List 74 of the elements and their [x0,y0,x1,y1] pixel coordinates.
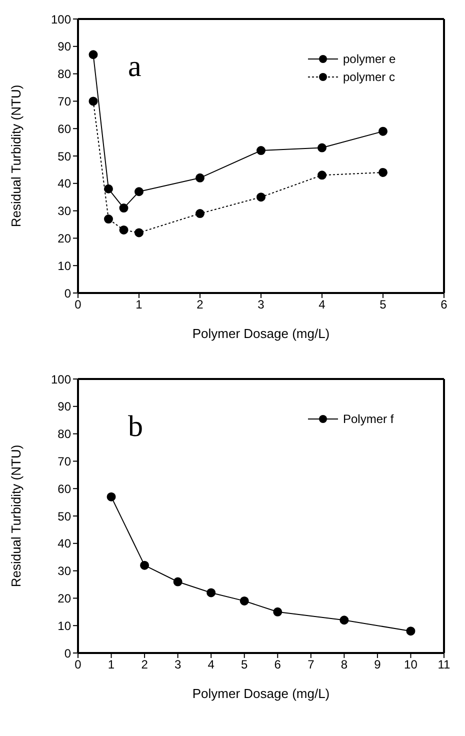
y-tick-label: 10 [58,258,72,273]
point [173,577,182,586]
y-tick-label: 20 [58,591,72,606]
legend-label: polymer e [343,52,396,66]
x-axis-title: Polymer Dosage (mg/L) [192,686,330,701]
y-tick-label: 70 [58,454,72,468]
legend-label: Polymer f [343,412,394,426]
point [318,143,326,152]
point [134,228,144,238]
y-tick-label: 80 [58,67,72,82]
point [119,225,128,234]
y-tick-label: 100 [50,372,72,386]
point [119,204,128,213]
x-tick-label: 5 [380,298,387,312]
y-tick-label: 90 [58,40,72,54]
point [88,50,98,60]
point [140,560,150,570]
y-tick-label: 20 [58,231,72,246]
point [318,170,326,180]
point [196,173,204,182]
x-tick-label: 3 [174,658,182,672]
point [256,146,266,156]
y-tick-label: 70 [58,94,72,108]
y-tick-label: 10 [58,618,72,633]
x-tick-label: 0 [74,298,82,312]
x-tick-label: 4 [208,658,215,672]
y-tick-label: 40 [58,536,72,551]
point [406,626,416,636]
x-tick-label: 6 [440,298,448,312]
point [273,607,282,616]
point [240,596,249,606]
y-axis-title: Residual Turbidity (NTU) [8,444,24,588]
x-tick-label: 0 [74,658,82,672]
x-tick-label: 5 [241,658,248,672]
y-tick-label: 60 [58,482,72,496]
y-tick-label: 90 [58,400,72,414]
point [134,187,144,196]
x-tick-label: 1 [108,658,115,672]
point [104,214,113,224]
x-axis-title: Polymer Dosage (mg/L) [192,326,330,341]
x-tick-label: 6 [274,658,282,672]
y-axis-title: Residual Turbidity (NTU) [8,84,24,228]
x-tick-label: 11 [438,658,451,672]
x-tick-label: 9 [374,658,382,672]
x-tick-label: 3 [258,298,265,312]
point [340,616,349,625]
annotation: b [128,410,143,444]
legend-label: polymer c [343,70,396,84]
point [378,168,388,177]
x-tick-label: 2 [141,658,148,672]
y-tick-label: 100 [50,12,72,26]
point [378,126,388,136]
point [106,492,116,502]
y-tick-label: 80 [58,427,72,442]
x-tick-label: 1 [136,298,143,312]
y-tick-label: 40 [58,176,72,191]
point [206,588,216,598]
y-tick-label: 60 [58,122,72,136]
x-tick-label: 10 [404,658,418,672]
y-tick-label: 30 [58,204,72,218]
point [88,96,98,106]
x-tick-label: 4 [318,298,326,312]
x-tick-label: 8 [340,658,348,672]
y-tick-label: 0 [64,646,72,660]
y-tick-label: 50 [58,149,72,164]
y-tick-label: 0 [64,286,72,300]
y-tick-label: 30 [58,564,72,578]
annotation: a [128,50,142,84]
x-tick-label: 2 [196,298,204,312]
y-tick-label: 50 [58,509,72,524]
x-tick-label: 7 [308,658,315,672]
point [256,192,266,202]
point [104,184,113,194]
point [196,209,204,218]
